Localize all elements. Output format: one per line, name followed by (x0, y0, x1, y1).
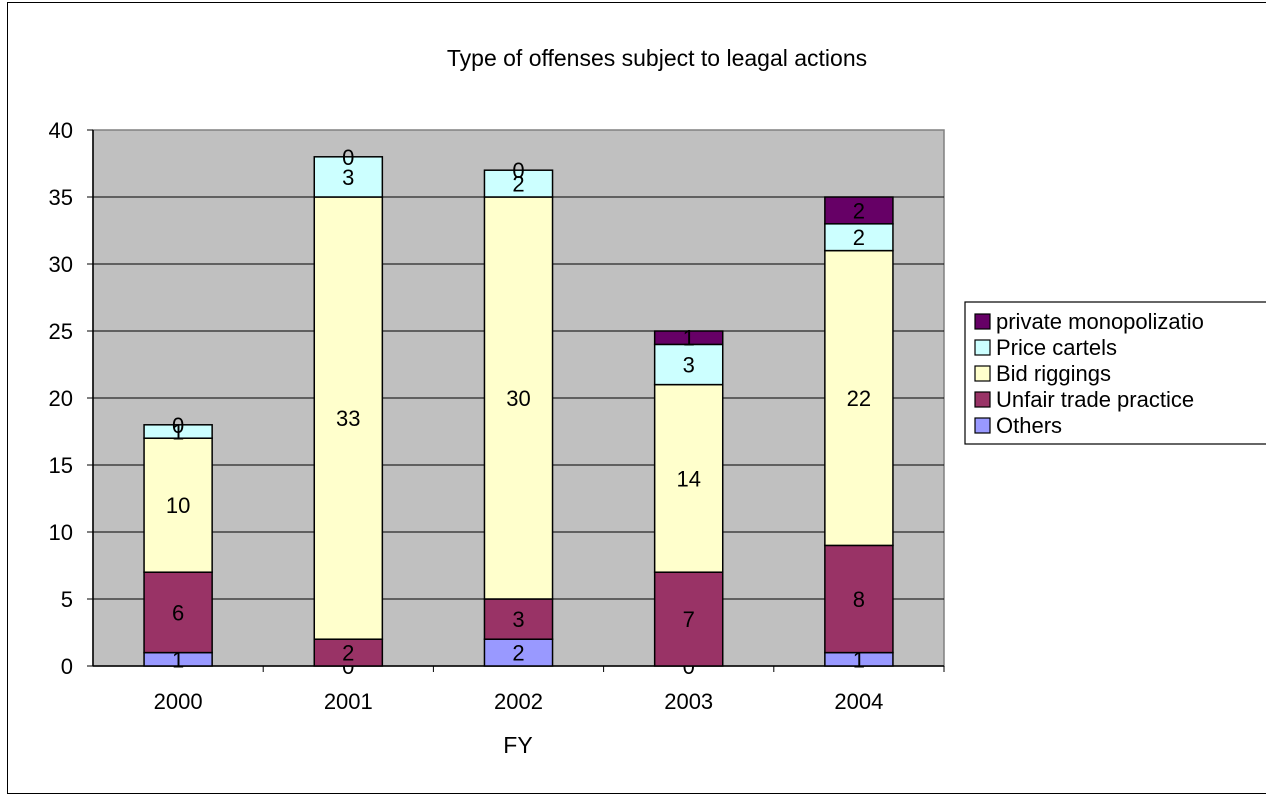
x-tick-label: 2002 (494, 689, 543, 714)
bar-segment (483, 598, 554, 640)
y-tick-label: 0 (61, 654, 73, 679)
x-tick-label: 2001 (324, 689, 373, 714)
bar-segment (483, 169, 554, 198)
data-label: 3 (683, 353, 695, 378)
data-label: 7 (683, 607, 695, 632)
data-label: 3 (512, 607, 524, 632)
data-label: 1 (853, 647, 865, 672)
data-label: 8 (853, 587, 865, 612)
legend-label: Unfair trade practice (996, 387, 1194, 412)
data-label: 0 (512, 158, 524, 183)
bar-segment (653, 330, 724, 346)
legend-label: Bid riggings (996, 361, 1111, 386)
data-label: 1 (172, 420, 184, 445)
y-tick-label: 15 (49, 453, 73, 478)
y-tick-label: 40 (49, 118, 73, 143)
data-label: 1 (172, 647, 184, 672)
data-label: 2 (853, 198, 865, 223)
data-label: 1 (683, 326, 695, 351)
y-tick-label: 35 (49, 185, 73, 210)
y-tick-label: 25 (49, 319, 73, 344)
legend-swatch (974, 339, 991, 356)
bar-segment (143, 437, 213, 573)
bar-segment (824, 249, 894, 547)
bar-segment (653, 383, 724, 573)
data-label: 22 (847, 386, 871, 411)
bar-segment (143, 424, 213, 439)
data-label: 2 (342, 641, 354, 666)
data-label: 2 (512, 641, 524, 666)
y-tick-label: 30 (49, 252, 73, 277)
legend-swatch (974, 313, 991, 330)
plot-area: 0510152025303540161010200002333020012330… (49, 118, 945, 714)
data-label: 30 (506, 386, 530, 411)
legend-swatch (974, 417, 991, 434)
legend-label: private monopolizatio (996, 309, 1204, 334)
x-tick-label: 2000 (154, 689, 203, 714)
x-tick-label: 2004 (834, 689, 883, 714)
data-label: 33 (336, 406, 360, 431)
chart-title: Type of offenses subject to leagal actio… (447, 45, 867, 71)
y-tick-label: 20 (49, 386, 73, 411)
x-tick-label: 2003 (664, 689, 713, 714)
legend-label: Price cartels (996, 335, 1117, 360)
chart-svg: Type of offenses subject to leagal actio… (49, 45, 1266, 758)
data-label: 0 (342, 145, 354, 170)
bar-segment (483, 638, 554, 667)
data-label: 2 (853, 225, 865, 250)
data-label: 14 (676, 466, 700, 491)
bar-segment (313, 196, 384, 640)
legend-label: Others (996, 413, 1062, 438)
data-label: 10 (166, 493, 190, 518)
legend-swatch (974, 365, 991, 382)
data-label: 0 (172, 413, 184, 438)
y-tick-label: 10 (49, 520, 73, 545)
data-label: 3 (342, 165, 354, 190)
x-axis-label: FY (503, 732, 532, 758)
bar-segment (313, 156, 384, 198)
legend-swatch (974, 391, 991, 408)
data-label: 6 (172, 600, 184, 625)
legend-box (964, 301, 1266, 445)
bar-segment (653, 343, 724, 386)
chart-frame: Type of offenses subject to leagal actio… (7, 2, 1266, 794)
bar-segment (143, 571, 213, 654)
bar-segment (824, 196, 894, 225)
bar-segment (824, 544, 894, 654)
y-tick-label: 5 (61, 587, 73, 612)
data-label: 2 (512, 172, 524, 197)
